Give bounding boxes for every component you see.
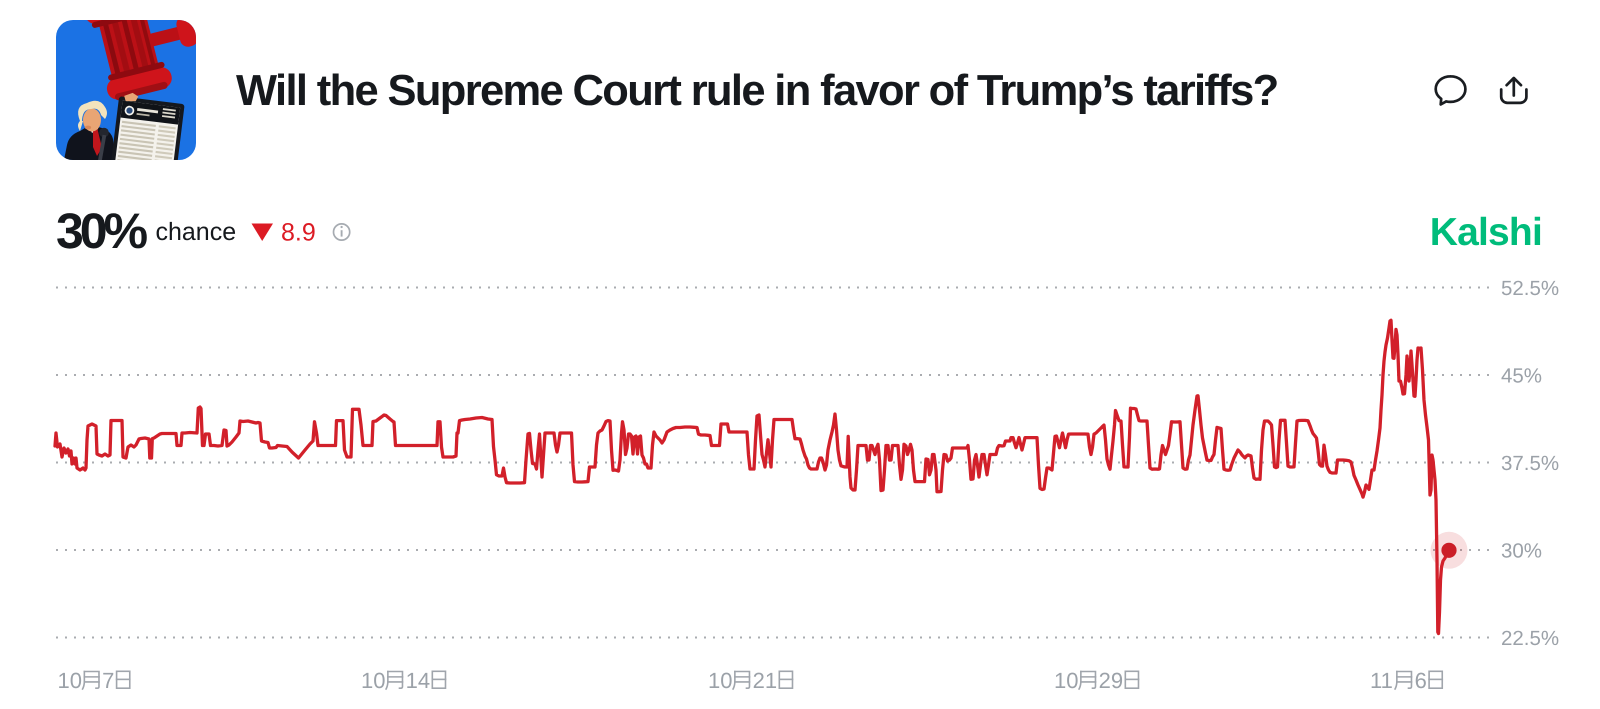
svg-text:37.5%: 37.5% [1501,452,1559,475]
svg-text:7: 7 [102,668,114,693]
svg-text:30%: 30% [1501,539,1542,562]
svg-text:6: 6 [1415,668,1427,693]
svg-text:10: 10 [708,668,732,693]
svg-text:11: 11 [1370,668,1393,693]
svg-text:22.5%: 22.5% [1501,627,1559,650]
svg-text:10: 10 [1054,668,1078,693]
svg-text:30%: 30% [56,203,148,259]
svg-text:Will the Supreme Court rule in: Will the Supreme Court rule in favor of … [236,67,1278,115]
svg-text:29: 29 [1099,668,1123,693]
svg-text:21: 21 [753,668,777,693]
svg-text:10: 10 [58,668,82,693]
svg-text:52.5%: 52.5% [1501,277,1559,300]
svg-text:10: 10 [361,668,385,693]
svg-text:14: 14 [406,668,430,693]
svg-text:8.9: 8.9 [281,218,316,246]
svg-text:chance: chance [156,218,237,246]
svg-text:Kalshi: Kalshi [1430,211,1542,254]
svg-text:45%: 45% [1501,364,1542,387]
